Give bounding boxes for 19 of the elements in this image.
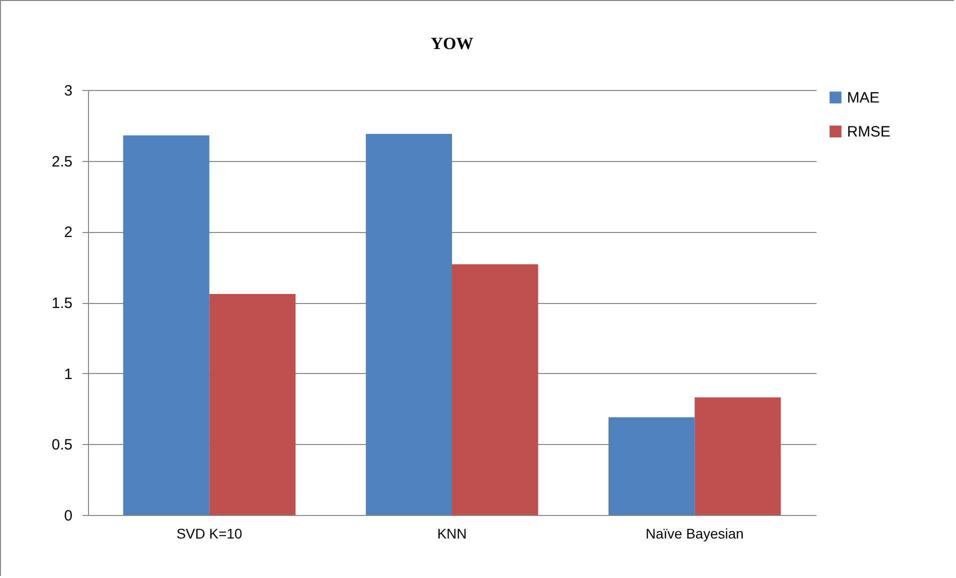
y-tick-label: 0	[64, 508, 72, 524]
y-tick-label: 1.5	[52, 295, 72, 312]
x-tick-label: Naïve Bayesian	[646, 526, 744, 542]
x-tick-label: SVD K=10	[176, 526, 242, 542]
y-tick-label: 1	[64, 366, 72, 383]
y-tick-label: 3	[64, 82, 72, 100]
y-tick-label: 2	[64, 224, 72, 242]
bar	[608, 417, 695, 515]
chart-title: YOW	[430, 34, 474, 53]
bar	[452, 264, 538, 515]
legend-label: RMSE	[847, 124, 890, 140]
bar	[209, 294, 296, 515]
bar	[123, 135, 210, 515]
y-tick-label: 0.5	[52, 436, 72, 454]
legend-label: MAE	[847, 90, 880, 106]
y-tick-label: 2.5	[52, 153, 72, 170]
x-tick-label: KNN	[437, 526, 467, 542]
bar	[366, 134, 452, 515]
bar	[694, 397, 781, 515]
